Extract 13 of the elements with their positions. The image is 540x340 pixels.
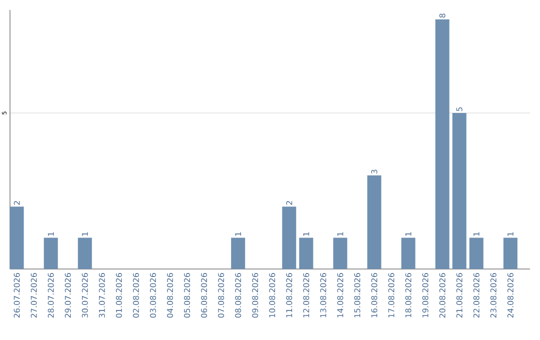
bar	[452, 112, 466, 269]
bar	[44, 238, 58, 269]
bar	[231, 238, 246, 269]
bar	[367, 175, 382, 269]
bar	[401, 238, 416, 269]
bar	[10, 206, 24, 269]
bar	[78, 238, 92, 269]
bar	[469, 238, 484, 269]
bar	[282, 206, 296, 269]
bar	[299, 238, 314, 269]
bar	[435, 19, 450, 269]
bar	[333, 238, 348, 269]
bar	[503, 238, 518, 269]
